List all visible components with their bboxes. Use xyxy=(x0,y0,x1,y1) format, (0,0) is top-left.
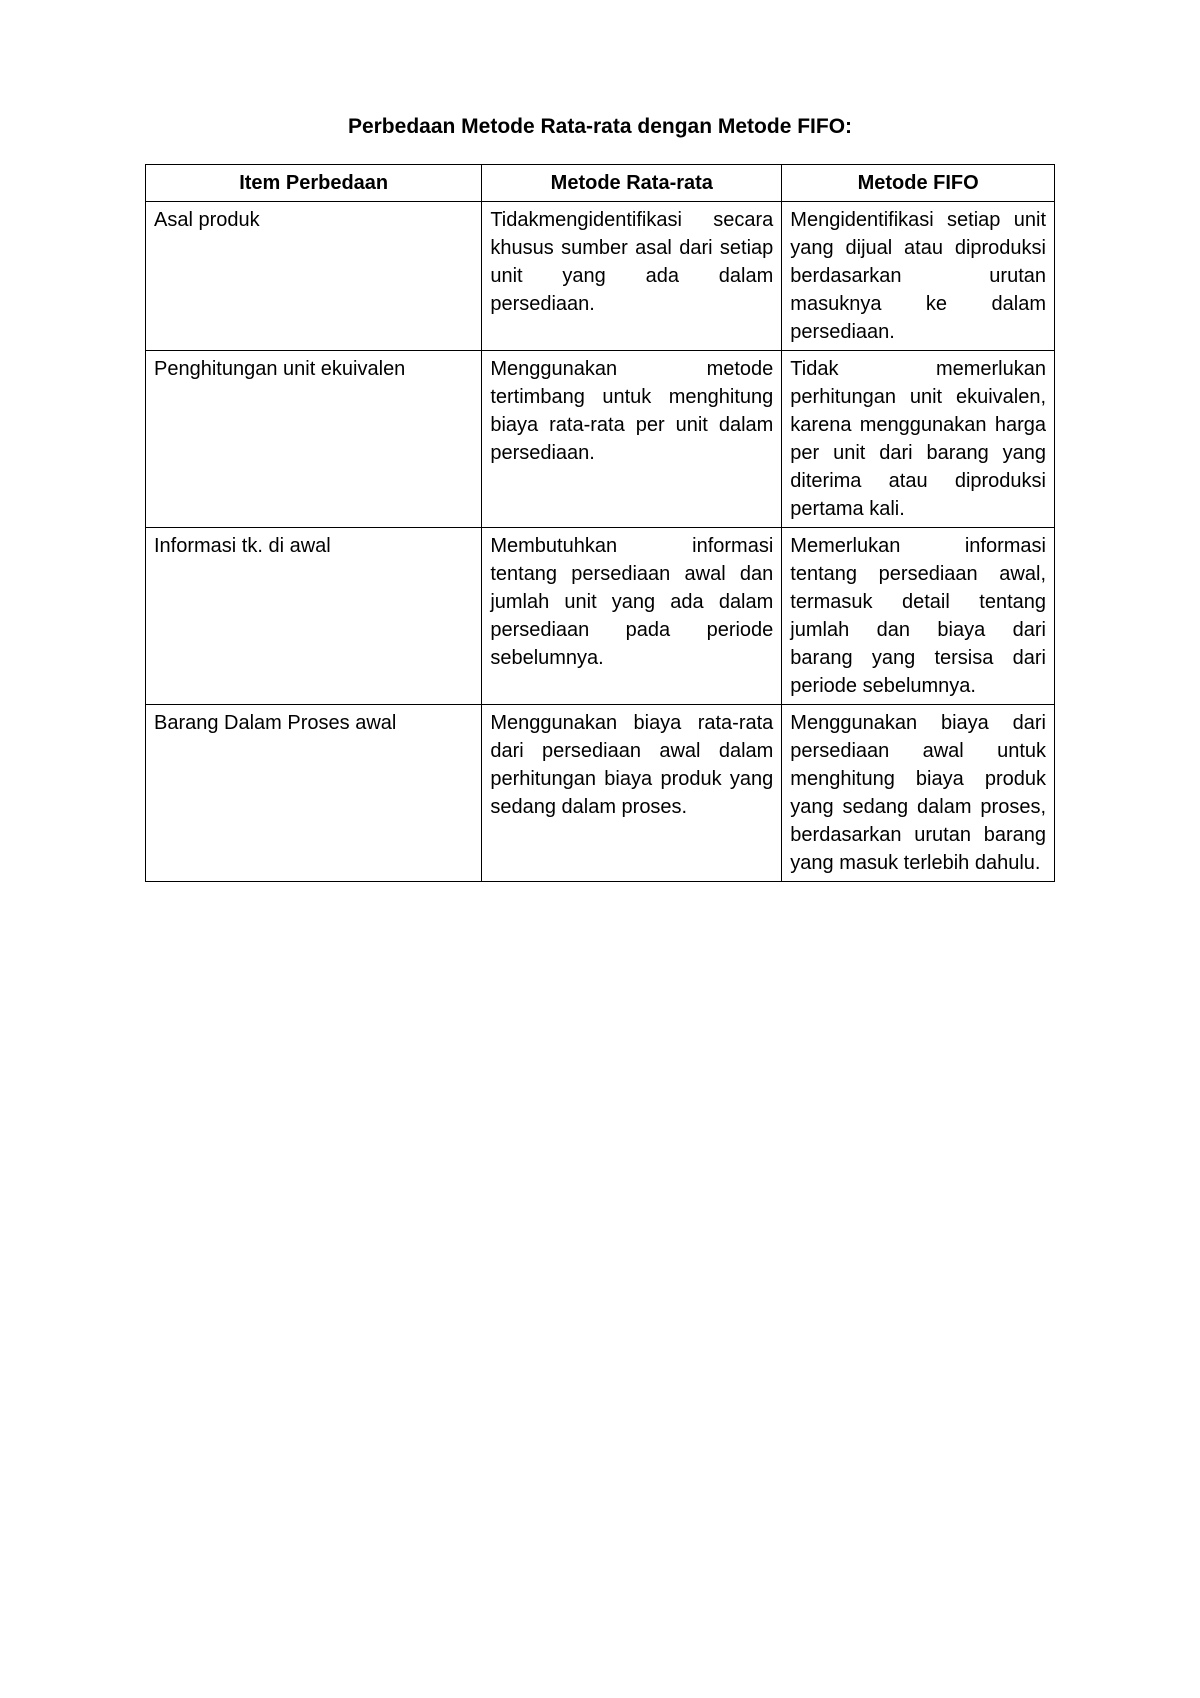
cell-method1: Menggunakan biaya rata-rata dari persedi… xyxy=(482,705,782,882)
cell-item: Penghitungan unit ekuivalen xyxy=(146,351,482,528)
document-title: Perbedaan Metode Rata-rata dengan Metode… xyxy=(145,115,1055,139)
table-row: Barang Dalam Proses awal Menggunakan bia… xyxy=(146,705,1055,882)
cell-method2: Mengidentifikasi setiap unit yang dijual… xyxy=(782,202,1055,351)
header-item: Item Perbedaan xyxy=(146,165,482,202)
cell-item: Asal produk xyxy=(146,202,482,351)
cell-method2: Tidak memerlukan perhitungan unit ekuiva… xyxy=(782,351,1055,528)
table-row: Informasi tk. di awal Membutuhkan inform… xyxy=(146,528,1055,705)
cell-method2: Menggunakan biaya dari persediaan awal u… xyxy=(782,705,1055,882)
table-header-row: Item Perbedaan Metode Rata-rata Metode F… xyxy=(146,165,1055,202)
cell-item: Barang Dalam Proses awal xyxy=(146,705,482,882)
header-method1: Metode Rata-rata xyxy=(482,165,782,202)
table-row: Penghitungan unit ekuivalen Menggunakan … xyxy=(146,351,1055,528)
cell-method2: Memerlukan informasi tentang persediaan … xyxy=(782,528,1055,705)
cell-method1: Tidakmengidentifikasi secara khusus sumb… xyxy=(482,202,782,351)
cell-method1: Menggunakan metode tertimbang untuk meng… xyxy=(482,351,782,528)
cell-method1: Membutuhkan informasi tentang persediaan… xyxy=(482,528,782,705)
cell-item: Informasi tk. di awal xyxy=(146,528,482,705)
header-method2: Metode FIFO xyxy=(782,165,1055,202)
table-row: Asal produk Tidakmengidentifikasi secara… xyxy=(146,202,1055,351)
comparison-table: Item Perbedaan Metode Rata-rata Metode F… xyxy=(145,164,1055,882)
